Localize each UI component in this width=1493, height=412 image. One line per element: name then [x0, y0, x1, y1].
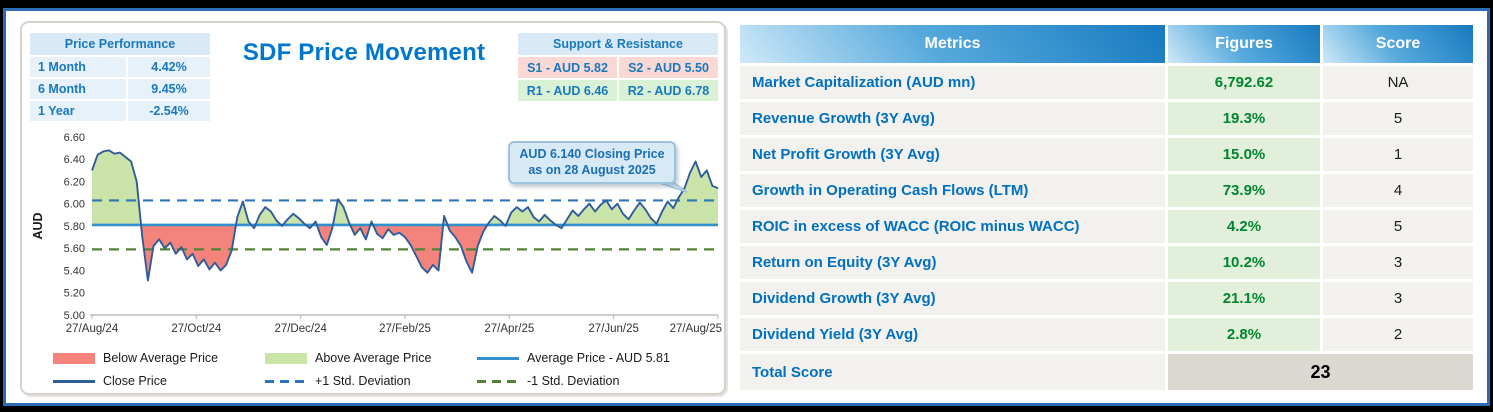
metric-figure: 21.1%	[1168, 282, 1320, 315]
closing-price-annotation: AUD 6.140 Closing Price as on 28 August …	[508, 141, 676, 184]
svg-text:27/Dec/24: 27/Dec/24	[274, 323, 327, 335]
dashboard-frame: Price Performance 1 Month 4.42% 6 Month …	[3, 8, 1490, 406]
metric-name: Revenue Growth (3Y Avg)	[740, 102, 1165, 135]
metric-score: NA	[1323, 66, 1473, 99]
support-level-s2: S2 - AUD 5.50	[619, 57, 718, 78]
svg-text:5.00: 5.00	[64, 310, 85, 322]
legend-item: Above Average Price	[265, 351, 477, 365]
resistance-level-r1: R1 - AUD 6.46	[518, 80, 617, 101]
period-label: 6 Month	[30, 79, 126, 99]
legend-item: Below Average Price	[53, 351, 265, 365]
metric-name: Net Profit Growth (3Y Avg)	[740, 138, 1165, 171]
metric-figure: 4.2%	[1168, 210, 1320, 243]
svg-text:27/Oct/24: 27/Oct/24	[171, 323, 221, 335]
svg-text:6.40: 6.40	[64, 154, 85, 166]
metric-figure: 73.9%	[1168, 174, 1320, 207]
metric-figure: 15.0%	[1168, 138, 1320, 171]
svg-text:5.40: 5.40	[64, 265, 85, 277]
chart-panel-header: Price Performance 1 Month 4.42% 6 Month …	[30, 29, 718, 121]
price-chart: 27/Aug/24 27/Oct/24 27/Dec/24 27/Feb/25 27/A…	[30, 129, 722, 347]
svg-text:5.80: 5.80	[64, 221, 85, 233]
svg-text:27/Jun/25: 27/Jun/25	[588, 323, 639, 335]
svg-text:6.60: 6.60	[64, 132, 85, 144]
page-title: SDF Price Movement	[242, 39, 486, 66]
figures-column-header: Figures	[1168, 25, 1320, 63]
metric-figure: 2.8%	[1168, 318, 1320, 351]
period-label: 1 Month	[30, 57, 126, 77]
legend-label: Average Price - AUD 5.81	[527, 351, 670, 365]
metric-name: Growth in Operating Cash Flows (LTM)	[740, 174, 1165, 207]
legend-label: +1 Std. Deviation	[315, 374, 411, 388]
svg-text:27/Aug/24: 27/Aug/24	[66, 323, 119, 335]
metric-name: Dividend Yield (3Y Avg)	[740, 318, 1165, 351]
metric-name: Dividend Growth (3Y Avg)	[740, 282, 1165, 315]
legend-label: -1 Std. Deviation	[527, 374, 620, 388]
metric-name: Market Capitalization (AUD mn)	[740, 66, 1165, 99]
metric-score: 5	[1323, 210, 1473, 243]
below-average-swatch-icon	[53, 352, 95, 364]
svg-text:27/Apr/25: 27/Apr/25	[484, 323, 534, 335]
metric-figure: 6,792.62	[1168, 66, 1320, 99]
legend-label: Close Price	[103, 374, 167, 388]
legend-label: Above Average Price	[315, 351, 432, 365]
metric-score: 2	[1323, 318, 1473, 351]
total-score-value: 23	[1168, 354, 1473, 390]
average-price-line-icon	[477, 356, 519, 360]
legend-item: -1 Std. Deviation	[477, 374, 695, 388]
total-score-label: Total Score	[740, 354, 1165, 390]
period-value: 4.42%	[128, 57, 210, 77]
metric-score: 5	[1323, 102, 1473, 135]
metric-name: Return on Equity (3Y Avg)	[740, 246, 1165, 279]
period-value: 9.45%	[128, 79, 210, 99]
support-resistance-table: Support & Resistance S1 - AUD 5.82 S2 - …	[518, 33, 718, 101]
legend-label: Below Average Price	[103, 351, 219, 365]
price-performance-table: Price Performance 1 Month 4.42% 6 Month …	[30, 33, 210, 121]
metric-score: 3	[1323, 246, 1473, 279]
above-average-swatch-icon	[265, 352, 307, 364]
metric-score: 4	[1323, 174, 1473, 207]
legend-item: +1 Std. Deviation	[265, 374, 477, 388]
resistance-level-r2: R2 - AUD 6.78	[619, 80, 718, 101]
plus-std-dashed-icon	[265, 379, 307, 383]
svg-text:6.20: 6.20	[64, 176, 85, 188]
svg-text:5.60: 5.60	[64, 243, 85, 255]
legend-item: Average Price - AUD 5.81	[477, 351, 695, 365]
price-performance-header: Price Performance	[30, 33, 210, 55]
svg-text:6.00: 6.00	[64, 199, 85, 211]
svg-text:AUD: AUD	[31, 212, 45, 239]
metric-score: 3	[1323, 282, 1473, 315]
metric-score: 1	[1323, 138, 1473, 171]
price-chart-panel: Price Performance 1 Month 4.42% 6 Month …	[20, 21, 726, 395]
svg-text:27/Aug/25: 27/Aug/25	[670, 323, 722, 335]
chart-legend: Below Average Price Above Average Price …	[30, 351, 718, 388]
period-value: -2.54%	[128, 101, 210, 121]
close-price-line-icon	[53, 379, 95, 383]
score-column-header: Score	[1323, 25, 1473, 63]
svg-text:27/Feb/25: 27/Feb/25	[379, 323, 431, 335]
minus-std-dashed-icon	[477, 379, 519, 383]
legend-item: Close Price	[53, 374, 265, 388]
period-label: 1 Year	[30, 101, 126, 121]
support-level-s1: S1 - AUD 5.82	[518, 57, 617, 78]
metrics-column-header: Metrics	[740, 25, 1165, 63]
price-chart-svg: 27/Aug/24 27/Oct/24 27/Dec/24 27/Feb/25 27/A…	[31, 132, 722, 335]
metric-figure: 19.3%	[1168, 102, 1320, 135]
metrics-score-table: Metrics Figures Score Market Capitalizat…	[740, 25, 1473, 395]
metric-figure: 10.2%	[1168, 246, 1320, 279]
annotation-line1: AUD 6.140 Closing Price	[519, 147, 665, 161]
metric-name: ROIC in excess of WACC (ROIC minus WACC)	[740, 210, 1165, 243]
svg-text:5.20: 5.20	[64, 288, 85, 300]
annotation-line2: as on 28 August 2025	[528, 163, 656, 178]
support-resistance-header: Support & Resistance	[518, 33, 718, 55]
